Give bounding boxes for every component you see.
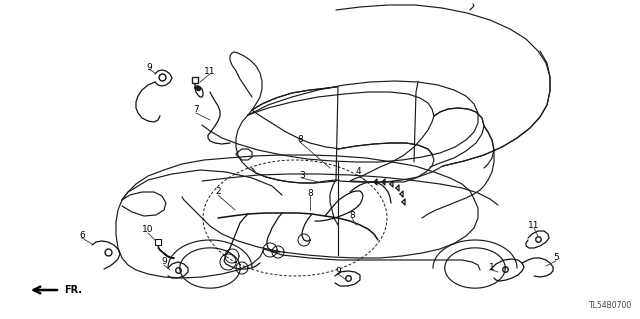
- Text: FR.: FR.: [64, 285, 82, 295]
- Text: 6: 6: [79, 232, 85, 241]
- Text: 2: 2: [215, 188, 221, 197]
- Text: 9: 9: [335, 268, 341, 277]
- Text: TL54B0700: TL54B0700: [589, 301, 632, 310]
- Text: 1: 1: [489, 263, 495, 272]
- Text: 10: 10: [142, 226, 154, 234]
- Text: 9: 9: [146, 63, 152, 71]
- Text: 11: 11: [204, 68, 216, 77]
- Text: 7: 7: [193, 106, 199, 115]
- Text: 4: 4: [355, 167, 361, 176]
- Text: 8: 8: [307, 189, 313, 197]
- Text: 8: 8: [349, 211, 355, 219]
- Text: 8: 8: [297, 136, 303, 145]
- Text: 11: 11: [528, 221, 540, 231]
- Text: 9: 9: [161, 257, 167, 266]
- Text: 5: 5: [553, 254, 559, 263]
- Text: 3: 3: [299, 170, 305, 180]
